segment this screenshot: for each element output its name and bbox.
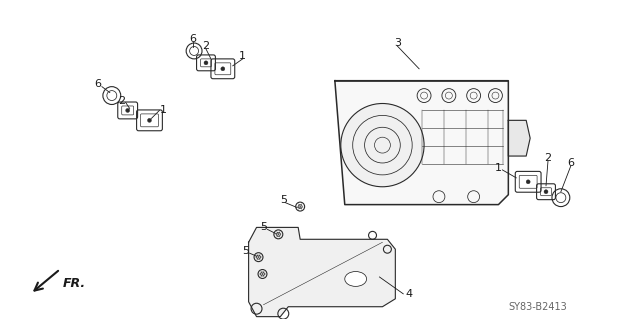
Circle shape — [526, 180, 530, 184]
Text: 6: 6 — [568, 158, 575, 168]
Text: 2: 2 — [545, 153, 552, 163]
Polygon shape — [248, 228, 396, 316]
Text: 1: 1 — [160, 105, 167, 116]
Text: 5: 5 — [242, 246, 249, 256]
Text: 4: 4 — [406, 289, 413, 299]
Text: 1: 1 — [239, 51, 246, 61]
Text: 3: 3 — [394, 38, 401, 48]
Text: 6: 6 — [190, 34, 197, 44]
Text: FR.: FR. — [62, 277, 85, 291]
Circle shape — [341, 103, 424, 187]
Text: 2: 2 — [118, 96, 125, 106]
Circle shape — [544, 190, 548, 194]
Text: SY83-B2413: SY83-B2413 — [508, 302, 567, 312]
Ellipse shape — [345, 272, 366, 286]
Circle shape — [125, 108, 130, 112]
Circle shape — [221, 67, 225, 71]
Circle shape — [148, 118, 152, 122]
Polygon shape — [335, 81, 508, 204]
Polygon shape — [508, 120, 530, 156]
Text: 6: 6 — [94, 79, 101, 89]
Text: 5: 5 — [280, 195, 287, 205]
Text: 5: 5 — [260, 222, 267, 232]
Circle shape — [204, 61, 208, 65]
Text: 2: 2 — [203, 41, 210, 51]
Text: 1: 1 — [495, 163, 502, 173]
